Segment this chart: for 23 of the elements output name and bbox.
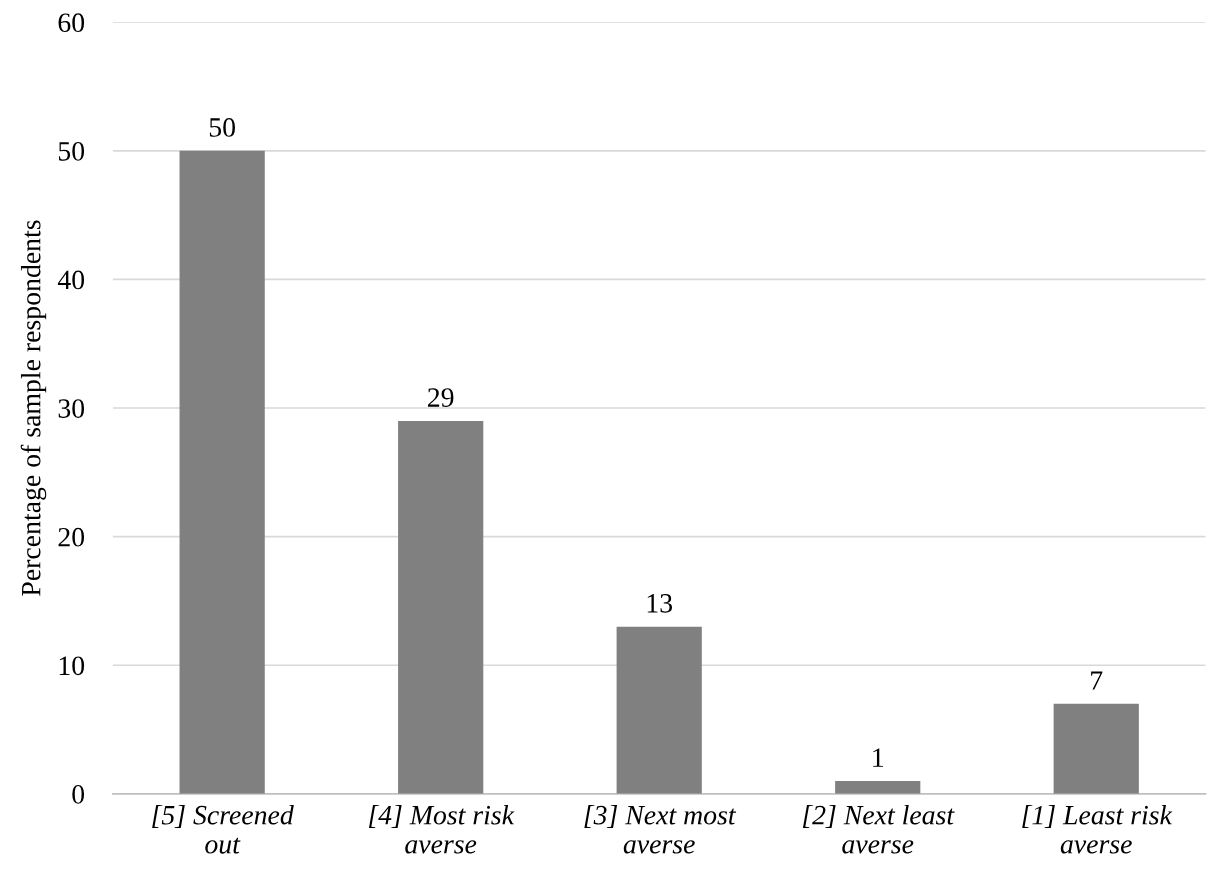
data-label: 29 <box>428 388 454 407</box>
bar <box>1053 703 1139 794</box>
bar <box>398 420 484 794</box>
data-label: 50 <box>209 118 235 137</box>
x-tick-label: [3] Next most averse <box>584 804 737 854</box>
x-tick-label: [2] Next least averse <box>802 804 955 854</box>
y-tick-label: 10 <box>59 656 85 676</box>
bar <box>616 626 702 794</box>
x-tick-label: [4] Most risk averse <box>368 804 515 854</box>
y-tick-label: 0 <box>72 785 85 804</box>
y-tick-label: 50 <box>58 141 85 161</box>
data-label: 13 <box>647 594 673 613</box>
y-tick-label: 60 <box>58 13 85 33</box>
data-label: 1 <box>873 748 883 767</box>
y-axis-title: Percentage of sample respondents <box>20 220 47 596</box>
y-tick-label: 20 <box>58 527 85 547</box>
y-tick-label: 30 <box>58 399 85 418</box>
bar <box>179 150 265 794</box>
data-label: 7 <box>1091 671 1103 690</box>
x-tick-label: [5] Screened out <box>152 804 294 854</box>
bar <box>835 781 921 794</box>
y-tick-label: 40 <box>57 270 85 290</box>
x-tick-label: [1] Least risk averse <box>1022 804 1173 854</box>
